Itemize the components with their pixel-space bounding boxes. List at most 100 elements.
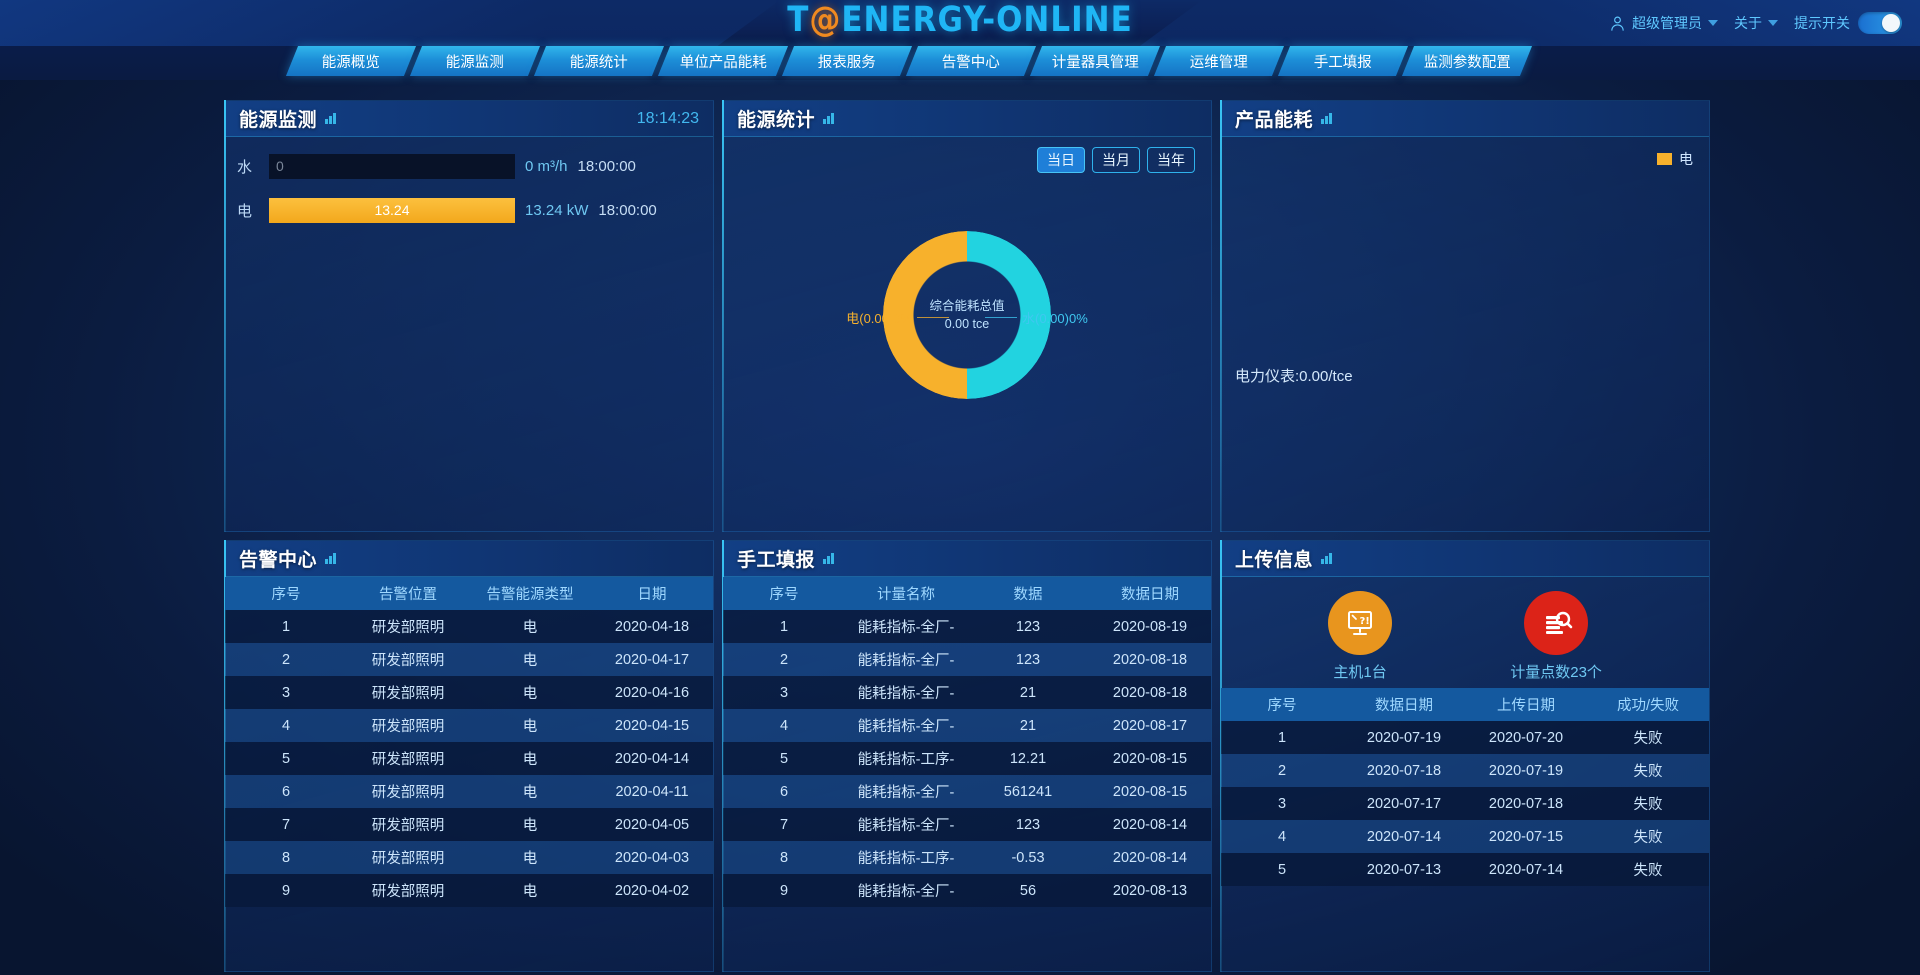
alarm-table-cell: 研发部照明 <box>347 841 469 874</box>
date-filter-1[interactable]: 当月 <box>1092 147 1140 173</box>
nav-tab-label: 报表服务 <box>818 54 876 71</box>
upload-table-column-header: 上传日期 <box>1465 688 1587 721</box>
tip-switch-toggle[interactable] <box>1858 12 1902 34</box>
alarm-table-cell: 2020-04-17 <box>591 643 713 676</box>
upload-table-row[interactable]: 3 2020-07-17 2020-07-18 失败 <box>1221 787 1709 820</box>
alarm-table-column-header: 日期 <box>591 577 713 610</box>
stat-meter-caption: 计量点数23个 <box>1510 664 1602 681</box>
product-energy-legend[interactable]: 电 <box>1657 149 1693 169</box>
nav-tab-6[interactable]: 计量器具管理 <box>1029 46 1161 76</box>
alarm-table-row[interactable]: 4 研发部照明电 2020-04-15 <box>225 709 713 742</box>
alarm-table-row[interactable]: 8 研发部照明电 2020-04-03 <box>225 841 713 874</box>
manual-entry-table-row[interactable]: 5 能耗指标-工序- 12.21 2020-08-15 <box>723 742 1211 775</box>
panel-body: 序号 计量名称 数据 数据日期 1 能耗指标-全厂- 123 2020-08-19 2 能耗指标-… <box>723 577 1211 971</box>
alarm-table-cell: 2020-04-15 <box>591 709 713 742</box>
manual-entry-table-cell: 能耗指标-工序- <box>845 841 967 874</box>
manual-entry-table-row[interactable]: 7 能耗指标-全厂- 123 2020-08-14 <box>723 808 1211 841</box>
manual-entry-table-cell: 2020-08-17 <box>1089 709 1211 742</box>
manual-entry-table-row[interactable]: 6 能耗指标-全厂- 561241 2020-08-15 <box>723 775 1211 808</box>
dashboard-grid: 能源监测 18:14:23 水 0 0 m³/h 18:00:00 电 13.24 13.2… <box>0 80 1920 975</box>
manual-entry-table-row[interactable]: 1 能耗指标-全厂- 123 2020-08-19 <box>723 610 1211 643</box>
alarm-table-cell: 7 <box>225 808 347 841</box>
about-menu[interactable]: 关于 <box>1734 13 1778 33</box>
upload-table: 序号 数据日期 上传日期 成功/失败 1 2020-07-19 2020-07-20 失败 2 2… <box>1221 688 1709 886</box>
panel-title: 手工填报 <box>737 550 816 571</box>
alarm-table-row[interactable]: 2 研发部照明电 2020-04-17 <box>225 643 713 676</box>
alarm-table-cell: 研发部照明 <box>347 610 469 643</box>
nav-tab-7[interactable]: 运维管理 <box>1153 46 1285 76</box>
alarm-table-row[interactable]: 6 研发部照明电 2020-04-11 <box>225 775 713 808</box>
alarm-table-cell: 电 <box>469 841 591 874</box>
main-nav: 能源概览 能源监测 能源统计 单位产品能耗 报表服务 告警中心 计量器具管理 运维管理 手工填报… <box>0 46 1920 80</box>
upload-table-cell: 2020-07-19 <box>1343 721 1465 754</box>
upload-table-cell: 失败 <box>1587 853 1709 886</box>
alarm-table-row[interactable]: 7 研发部照明电 2020-04-05 <box>225 808 713 841</box>
panel-title: 能源监测 <box>239 110 318 131</box>
nav-tab-9[interactable]: 监测参数配置 <box>1401 46 1533 76</box>
manual-entry-table-cell: 8 <box>723 841 845 874</box>
panel-alarm-center: 告警中心 序号 告警位置 告警能源类型 日期 1 研发部照明电 2020-04-18 2 研发部… <box>224 540 714 972</box>
bar-chart-icon <box>1321 113 1332 124</box>
alarm-table-row[interactable]: 1 研发部照明电 2020-04-18 <box>225 610 713 643</box>
date-filter-2[interactable]: 当年 <box>1147 147 1195 173</box>
nav-tab-5[interactable]: 告警中心 <box>905 46 1037 76</box>
donut-center-text: 综合能耗总值 0.00 tce <box>912 297 1022 333</box>
panel-body: 电 电力仪表:0.00/tce <box>1221 137 1709 531</box>
alarm-table-row[interactable]: 9 研发部照明电 2020-04-02 <box>225 874 713 907</box>
manual-entry-table-column-header: 数据日期 <box>1089 577 1211 610</box>
monitor-row-0: 水 0 0 m³/h 18:00:00 <box>225 151 713 181</box>
monitor-row-1: 电 13.24 13.24 kW 18:00:00 <box>225 195 713 225</box>
panel-header: 告警中心 <box>225 541 713 577</box>
alarm-table-cell: 电 <box>469 775 591 808</box>
alarm-table-row[interactable]: 3 研发部照明电 2020-04-16 <box>225 676 713 709</box>
upload-table-row[interactable]: 1 2020-07-19 2020-07-20 失败 <box>1221 721 1709 754</box>
product-energy-footer: 电力仪表:0.00/tce <box>1235 368 1353 385</box>
panel-manual-entry: 手工填报 序号 计量名称 数据 数据日期 1 能耗指标-全厂- 123 2020-08-19 2… <box>722 540 1212 972</box>
upload-table-cell: 2020-07-15 <box>1465 820 1587 853</box>
upload-table-row[interactable]: 5 2020-07-13 2020-07-14 失败 <box>1221 853 1709 886</box>
manual-entry-table-row[interactable]: 8 能耗指标-工序- -0.53 2020-08-14 <box>723 841 1211 874</box>
nav-tab-8[interactable]: 手工填报 <box>1277 46 1409 76</box>
upload-table-column-header: 序号 <box>1221 688 1343 721</box>
panel-title: 告警中心 <box>239 550 318 571</box>
manual-entry-table-row[interactable]: 4 能耗指标-全厂- 21 2020-08-17 <box>723 709 1211 742</box>
nav-tab-2[interactable]: 能源统计 <box>533 46 665 76</box>
energy-donut-chart: 综合能耗总值 0.00 tce 电(0.00)0% 水(0.00)0% <box>723 137 1211 531</box>
date-filter-0[interactable]: 当日 <box>1037 147 1085 173</box>
alarm-table-cell: 电 <box>469 610 591 643</box>
nav-tab-1[interactable]: 能源监测 <box>409 46 541 76</box>
panel-header: 上传信息 <box>1221 541 1709 577</box>
user-menu[interactable]: 超级管理员 <box>1609 13 1718 33</box>
upload-table-cell: 2020-07-14 <box>1465 853 1587 886</box>
nav-tab-label: 能源监测 <box>446 54 504 71</box>
manual-entry-table-column-header: 数据 <box>967 577 1089 610</box>
manual-entry-table-cell: 1 <box>723 610 845 643</box>
monitor-row-bar: 0 <box>269 153 515 179</box>
nav-tab-0[interactable]: 能源概览 <box>285 46 417 76</box>
alarm-table-row[interactable]: 5 研发部照明电 2020-04-14 <box>225 742 713 775</box>
tip-switch-label: 提示开关 <box>1794 15 1850 31</box>
upload-table-cell: 1 <box>1221 721 1343 754</box>
upload-table-column-header: 成功/失败 <box>1587 688 1709 721</box>
manual-entry-table-row[interactable]: 3 能耗指标-全厂- 21 2020-08-18 <box>723 676 1211 709</box>
alarm-table-cell: 2020-04-03 <box>591 841 713 874</box>
nav-tab-4[interactable]: 报表服务 <box>781 46 913 76</box>
manual-entry-table-cell: 3 <box>723 676 845 709</box>
nav-tab-3[interactable]: 单位产品能耗 <box>657 46 789 76</box>
monitor-bar-value: 13.24 <box>374 202 410 218</box>
panel-energy-monitor: 能源监测 18:14:23 水 0 0 m³/h 18:00:00 电 13.24 13.2… <box>224 100 714 532</box>
alarm-table-cell: 2020-04-16 <box>591 676 713 709</box>
manual-entry-table-cell: 21 <box>967 676 1089 709</box>
monitor-clock: 18:14:23 <box>636 109 699 127</box>
alarm-table-header-row: 序号 告警位置 告警能源类型 日期 <box>225 577 713 610</box>
manual-entry-table-row[interactable]: 2 能耗指标-全厂- 123 2020-08-18 <box>723 643 1211 676</box>
stat-meter-points[interactable]: 计量点数23个 <box>1510 591 1602 682</box>
stat-host-count[interactable]: ?! 主机1台 <box>1328 591 1393 682</box>
nav-tab-label: 手工填报 <box>1314 54 1372 71</box>
panel-header: 能源统计 <box>723 101 1211 137</box>
manual-entry-table-row[interactable]: 9 能耗指标-全厂- 56 2020-08-13 <box>723 874 1211 907</box>
upload-table-row[interactable]: 2 2020-07-18 2020-07-19 失败 <box>1221 754 1709 787</box>
nav-tab-label: 计量器具管理 <box>1051 54 1139 71</box>
upload-table-row[interactable]: 4 2020-07-14 2020-07-15 失败 <box>1221 820 1709 853</box>
manual-entry-table-cell: 7 <box>723 808 845 841</box>
